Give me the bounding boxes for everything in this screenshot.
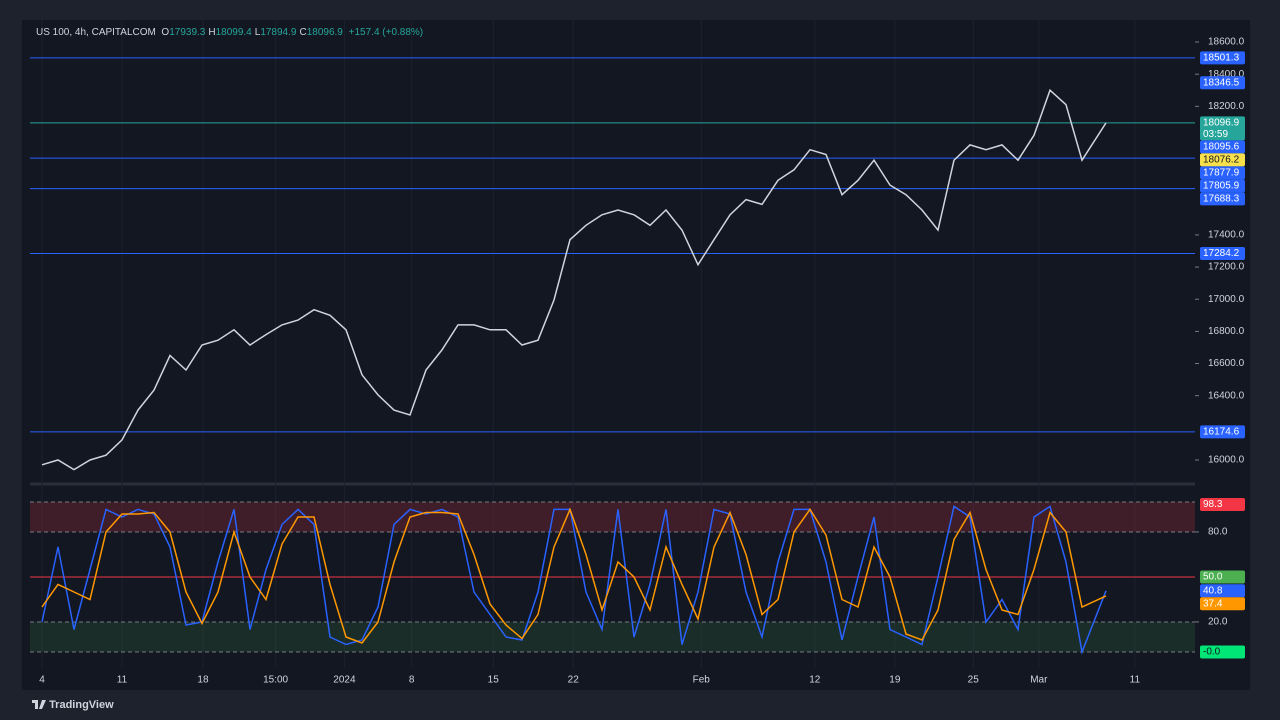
ohlc-label: H [208,27,216,38]
price-label: -0.0 [1200,645,1245,659]
ohlc-value: 17894.9 [260,27,297,38]
ohlc: O17939.3 H18099.4 L17894.9 C18096.9 [161,27,345,38]
price-label-box [1200,116,1245,141]
ohlc-label: C [299,27,307,38]
price-label-text: 17805.9 [1203,181,1240,192]
y-tick-label: 20.0 [1208,617,1228,628]
y-tick-label: 80.0 [1208,527,1228,538]
series-line [41,88,1107,471]
price-label-box [1200,584,1245,598]
symbol: US 100, 4h, CAPITALCOM [36,27,156,38]
price-label-text: 17877.9 [1203,168,1240,179]
series-line [41,507,1107,644]
price-label-box [1200,425,1245,439]
price-label: 18095.6 [1200,140,1245,154]
price-label: 40.8 [1200,584,1245,598]
y-tick-label: 16000.0 [1208,455,1245,466]
price-label: 18346.5 [1200,76,1245,90]
x-tick-label: 11 [1130,675,1141,686]
price-label: 18076.2 [1200,153,1245,167]
price-label-text: 18096.9 [1203,118,1240,129]
price-label: 17688.3 [1200,192,1245,206]
price-label-box [1200,179,1245,193]
brand-name: TradingView [49,699,114,711]
ohlc-value: 18096.9 [306,27,343,38]
price-label-text: 18095.6 [1203,142,1240,153]
x-tick-label: 15 [488,675,500,686]
price-label-text: 40.8 [1203,585,1223,596]
countdown: 03:59 [1203,129,1228,140]
price-label-text: 18076.2 [1203,155,1240,166]
ohlc-label: O [161,27,170,38]
x-tick-label: 12 [809,675,821,686]
ohlc-value: 17939.3 [169,27,206,38]
price-label-text: -0.0 [1203,647,1221,658]
x-tick-label: 8 [409,675,415,686]
brand-logo [32,700,46,709]
panel [22,20,1250,690]
x-tick-label: 11 [117,675,128,686]
price-label-box [1200,597,1245,611]
price-label: 18096.903:59 [1200,116,1245,141]
price-label-text: 98.3 [1203,499,1223,510]
price-label-box [1200,153,1245,167]
x-tick-label: Feb [693,675,711,686]
price-label: 18501.3 [1200,51,1245,65]
price-label-box [1200,166,1245,180]
price-label-box [1200,570,1245,584]
price-label-text: 50.0 [1203,572,1223,583]
price-label-box [1200,140,1245,154]
zone [30,621,1195,652]
ohlc-value: 18099.4 [215,27,252,38]
price-label: 98.3 [1200,498,1245,511]
zone [30,501,1195,532]
change: +157.4 (+0.88%) [348,27,424,38]
price-label: 50.0 [1200,570,1245,584]
y-tick-label: 16400.0 [1208,390,1245,401]
y-tick-label: 16800.0 [1208,326,1245,337]
y-tick-label: 18200.0 [1208,101,1245,112]
price-label: 37.4 [1200,597,1245,611]
price-label: 17284.2 [1200,247,1245,261]
ohlc-label: L [254,27,261,38]
price-label: 17805.9 [1200,179,1245,193]
price-label-text: 16174.6 [1203,427,1240,438]
x-tick-label: 18 [197,675,209,686]
x-tick-label: 15:00 [263,675,288,686]
x-tick-label: 2024 [333,675,356,686]
x-tick-label: 25 [968,675,980,686]
price-label-box [1200,51,1245,65]
price-label-box [1200,498,1245,511]
price-label-text: 37.4 [1203,598,1223,609]
x-tick-label: 22 [568,675,580,686]
y-tick-label: 17400.0 [1208,230,1245,241]
price-label-box [1200,76,1245,90]
y-tick-label: 16600.0 [1208,358,1245,369]
x-tick-label: Mar [1030,675,1048,686]
brand: TradingView [32,699,114,711]
price-label-text: 17284.2 [1203,248,1240,259]
x-tick-label: 19 [889,675,901,686]
y-tick-label: 17200.0 [1208,262,1245,273]
legend-header: US 100, 4h, CAPITALCOM O17939.3 H18099.4 L… [36,27,426,38]
price-label-box [1200,247,1245,261]
x-tick-label: 4 [39,675,45,686]
price-label: 17877.9 [1200,166,1245,180]
price-label-text: 18346.5 [1203,77,1240,88]
y-tick-label: 18400.0 [1208,69,1245,80]
price-label-box [1200,192,1245,206]
price-label-text: 18501.3 [1203,53,1240,64]
price-label: 16174.6 [1200,425,1245,439]
y-tick-label: 18600.0 [1208,37,1245,48]
y-tick-label: 17000.0 [1208,294,1245,305]
price-label-text: 17688.3 [1203,194,1240,205]
price-label-box [1200,645,1245,659]
